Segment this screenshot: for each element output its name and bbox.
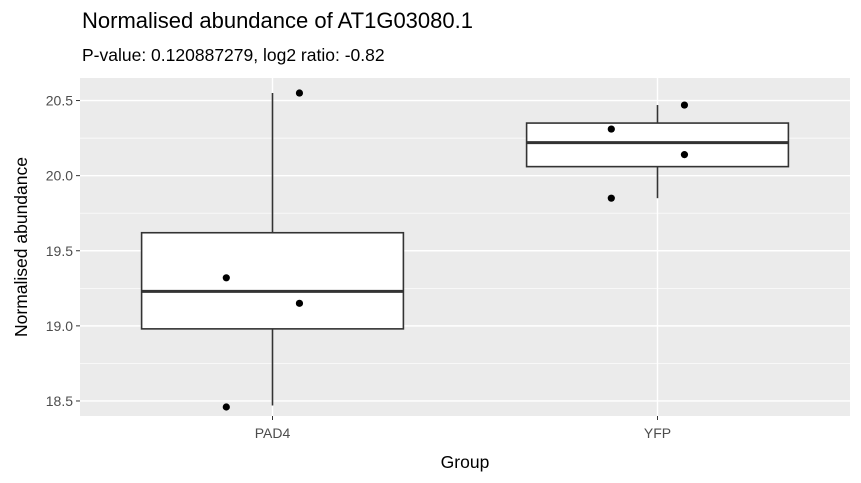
- chart-subtitle: P-value: 0.120887279, log2 ratio: -0.82: [82, 45, 385, 65]
- y-tick-label: 18.5: [46, 393, 73, 409]
- data-point: [222, 403, 230, 411]
- box-iqr: [525, 122, 790, 168]
- y-tick-label: 20.5: [46, 93, 73, 109]
- data-point: [680, 101, 689, 109]
- data-points: [222, 89, 689, 411]
- data-point: [607, 194, 615, 202]
- y-axis-title: Normalised abundance: [11, 157, 31, 337]
- data-point: [607, 125, 615, 133]
- box-iqr: [140, 231, 405, 330]
- x-tick-label: PAD4: [255, 425, 291, 441]
- data-point: [295, 299, 304, 307]
- boxplot-yfp: [525, 105, 790, 199]
- y-tick-label: 19.5: [46, 243, 73, 259]
- y-tick-label: 19.0: [46, 318, 73, 334]
- boxplots: [140, 93, 790, 406]
- x-tick-label: YFP: [644, 425, 671, 441]
- axes: 18.5 19.0 19.5 20.0 20.5 PAD4 YFP: [46, 93, 671, 441]
- data-point: [295, 89, 304, 97]
- x-axis-title: Group: [441, 452, 490, 472]
- boxplot-pad4: [140, 93, 405, 406]
- chart-title: Normalised abundance of AT1G03080.1: [82, 8, 473, 33]
- data-point: [222, 274, 230, 282]
- data-point: [680, 151, 689, 159]
- y-tick-label: 20.0: [46, 168, 73, 184]
